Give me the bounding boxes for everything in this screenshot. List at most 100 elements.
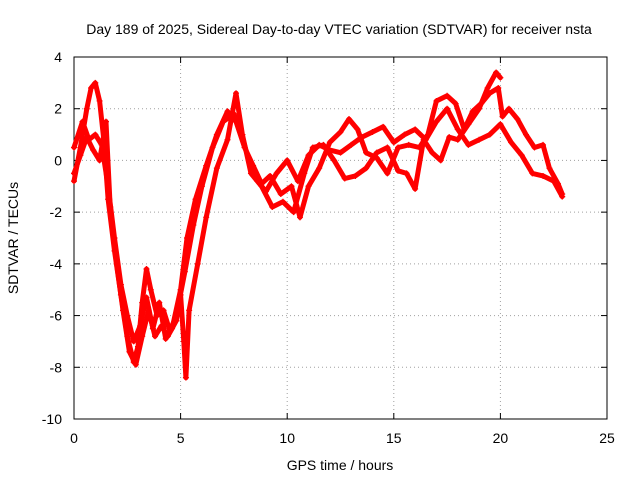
y-tick-label: 4 [54,49,62,65]
y-axis-ticks: 4 2 0 -2 -4 -6 -8 -10 [42,49,607,427]
data-point [320,141,327,148]
data-point [424,131,431,138]
data-point [429,149,436,156]
data-point [354,126,361,133]
data-point [152,333,159,340]
data-point [143,294,150,301]
y-tick-label: -2 [50,204,63,220]
data-point [71,178,77,185]
data-point [452,100,459,107]
y-axis-label: SDTVAR / TECUs [5,182,21,294]
data-point [337,149,344,156]
data-point [92,131,99,138]
series-line-track-3 [71,70,503,381]
data-point [139,333,146,340]
data-point [130,338,137,345]
data-point [194,260,201,267]
data-point [514,116,521,123]
data-point [395,167,402,174]
data-point [239,131,246,138]
data-point [484,85,491,92]
data-point [326,139,333,146]
data-point [444,105,451,112]
data-point [540,141,547,148]
data-point [83,134,90,141]
data-point [71,170,77,177]
data-point [203,214,210,221]
data-point [224,108,231,115]
data-point [79,118,86,125]
data-point [499,113,506,120]
data-point [77,152,84,159]
data-point [83,105,90,112]
data-point [540,172,547,179]
x-tick-label: 0 [70,430,78,446]
grid [74,57,607,419]
data-point [164,333,171,340]
data-point [288,183,295,190]
plot-frame [73,56,608,420]
data-point [390,139,397,146]
data-point [554,180,561,187]
data-point [341,175,348,182]
data-point [192,196,199,203]
data-point [337,128,344,135]
data-point [522,131,529,138]
data-point [180,338,187,345]
data-point [273,170,280,177]
data-point [224,136,231,143]
data-point [277,191,284,198]
data-point [497,121,504,128]
data-point [182,374,189,381]
data-point [173,317,180,324]
data-point [433,118,440,125]
data-point [301,170,308,177]
data-point [363,165,370,172]
data-point [145,307,152,314]
data-point [348,141,355,148]
data-point [495,85,502,92]
y-tick-label: 2 [54,101,62,117]
data-point [531,144,538,151]
data-point [476,136,483,143]
data-point [213,131,220,138]
x-axis-label: GPS time / hours [287,457,394,473]
chart-title: Day 189 of 2025, Sidereal Day-to-day VTE… [86,21,592,37]
data-point [384,144,391,151]
data-point [96,157,103,164]
data-point [486,131,493,138]
data-point [465,141,472,148]
data-point [132,361,139,368]
data-point [233,90,240,97]
data-point [508,139,515,146]
series-line-track-2 [71,85,565,344]
data-point [147,286,154,293]
data-point [156,299,163,306]
data-point [316,165,323,172]
data-point [247,170,254,177]
data-point [405,141,412,148]
data-point [143,266,150,273]
data-point [137,322,144,329]
data-point [309,144,316,151]
x-tick-label: 25 [599,430,615,446]
y-tick-label: -10 [42,411,62,427]
data-point [107,203,114,210]
data-point [177,286,184,293]
data-point [454,126,461,133]
data-point [559,191,566,198]
data-point [518,152,525,159]
data-point [331,157,338,164]
y-tick-label: -8 [50,359,63,375]
data-point [444,92,451,99]
y-tick-label: -4 [50,256,63,272]
data-point [92,79,99,86]
data-point [90,147,97,154]
data-point [186,307,193,314]
data-point [183,235,190,241]
data-point [369,128,376,135]
data-point [529,170,536,177]
x-axis-ticks: 0 5 10 15 20 25 [70,57,615,446]
data-point [177,291,184,298]
data-point [269,203,276,210]
